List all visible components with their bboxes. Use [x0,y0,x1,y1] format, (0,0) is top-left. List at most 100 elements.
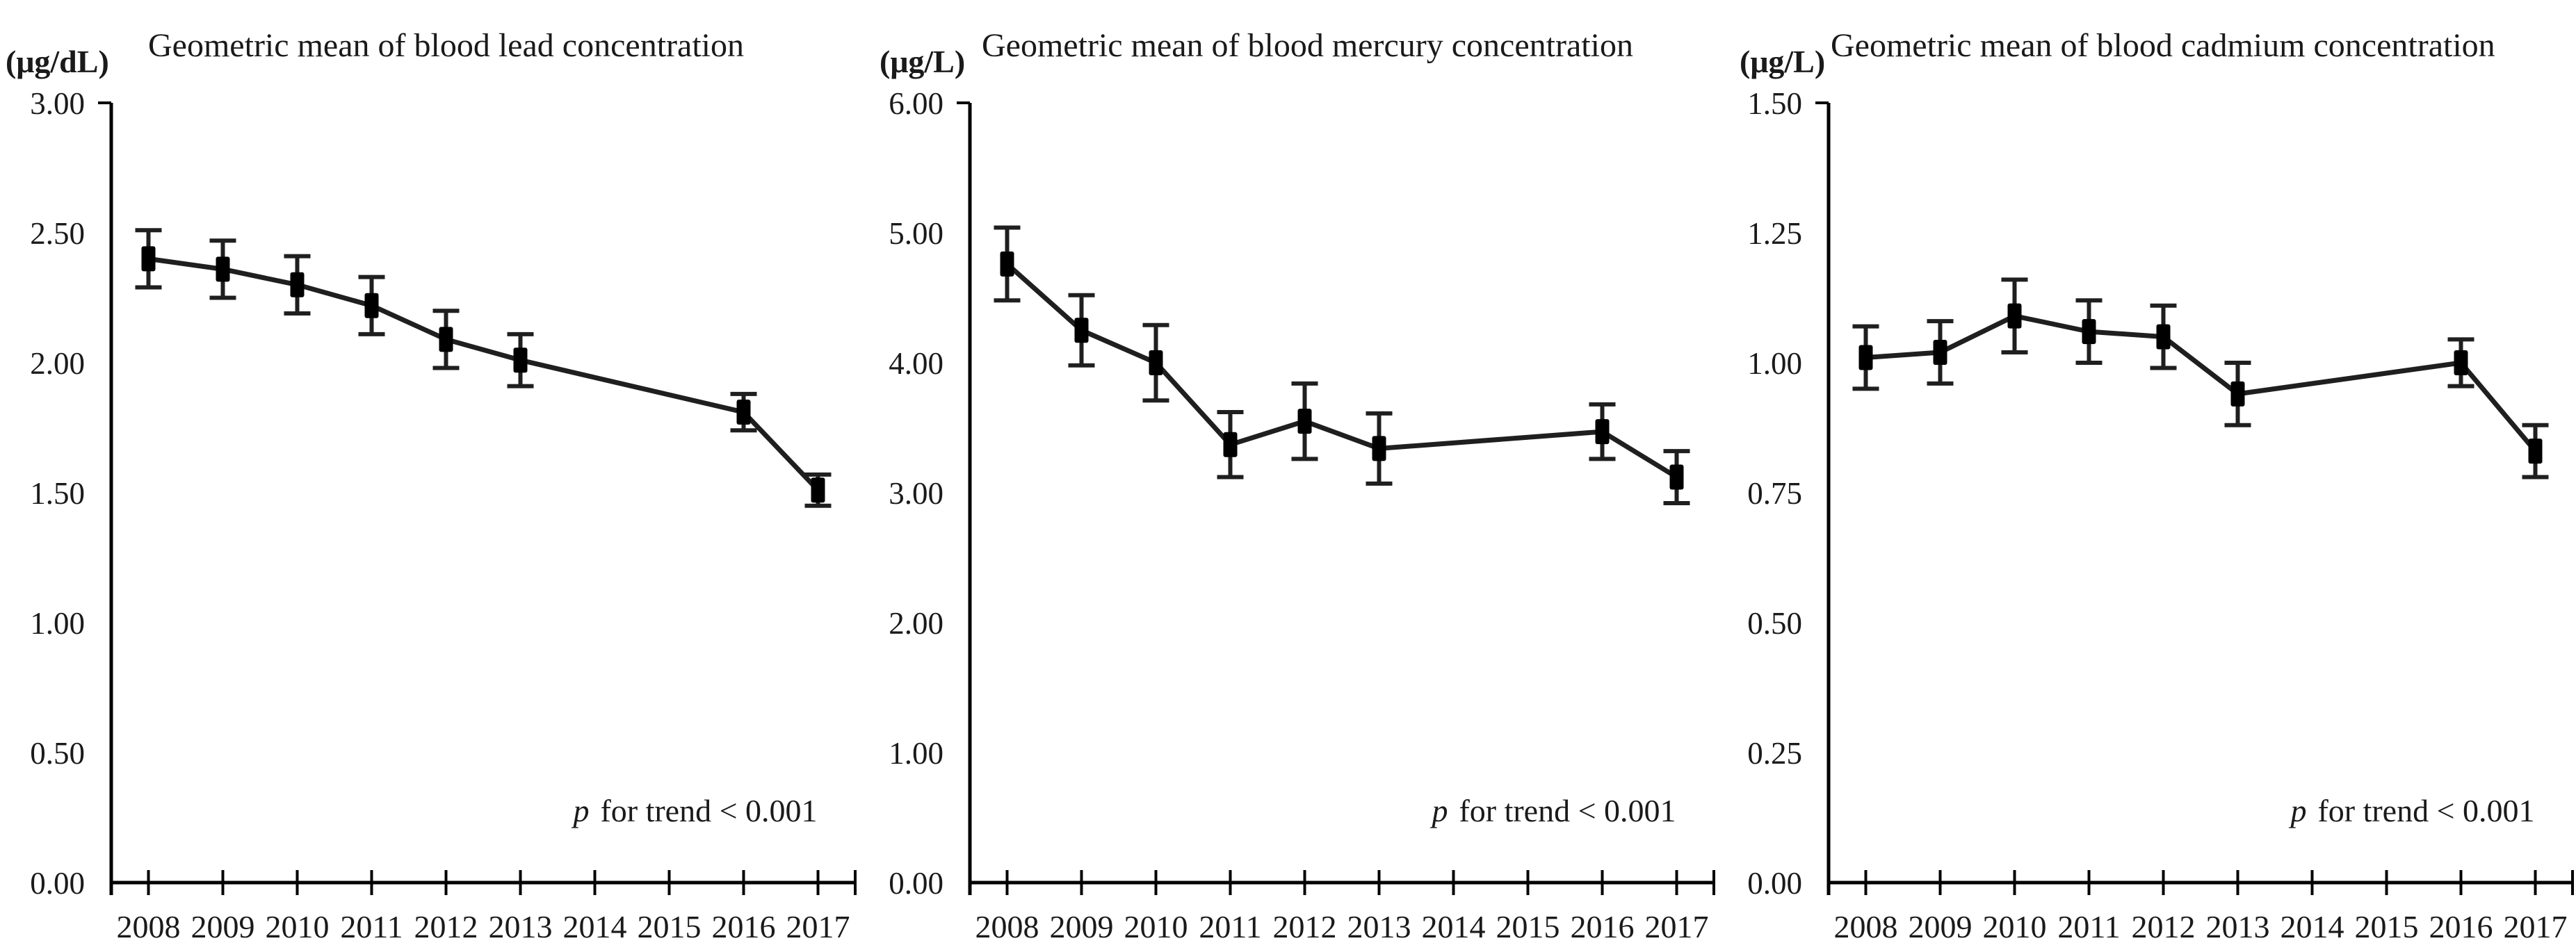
y-tick-label: 3.00 [30,86,85,121]
x-tick-label: 2009 [191,909,255,944]
data-marker [2528,439,2543,464]
series-line [1865,313,2538,453]
x-tick-label: 2012 [1273,909,1337,944]
p-for-trend-annotation: p for trend < 0.001 [1432,792,1676,829]
x-tick-label: 2010 [1124,909,1188,944]
x-tick-label: 2008 [975,909,1039,944]
x-tick-label: 2011 [2057,909,2120,944]
p-symbol: p [1432,793,1448,828]
x-tick-label: 2008 [1834,909,1898,944]
p-for-trend-annotation: p for trend < 0.001 [573,792,817,829]
y-tick-label: 1.50 [30,476,85,511]
y-tick-label: 4.00 [889,346,943,381]
y-tick-label: 2.50 [30,216,85,251]
data-marker [1858,345,1873,370]
x-tick-label: 2011 [340,909,403,944]
p-trend-text: for trend < 0.001 [2317,793,2535,828]
y-tick-label: 0.00 [889,866,943,901]
y-tick-label: 1.50 [1747,86,1802,121]
data-marker [1297,409,1312,434]
y-tick-label: 0.25 [1747,736,1802,771]
y-axis-unit-label: (μg/dL) [6,44,109,79]
x-tick-label: 2010 [1983,909,2047,944]
x-tick-label: 2012 [2132,909,2196,944]
x-tick-label: 2014 [1422,909,1486,944]
data-marker [2156,324,2171,350]
y-tick-label: 0.00 [1747,866,1802,901]
data-marker [364,293,379,318]
y-tick-label: 0.50 [1747,606,1802,641]
chart-title: Geometric mean of blood mercury concentr… [982,27,1633,64]
chart-title: Geometric mean of blood cadmium concentr… [1831,27,2495,64]
y-tick-label: 1.00 [1747,346,1802,381]
x-tick-label: 2015 [2355,909,2419,944]
y-tick-label: 2.00 [30,346,85,381]
data-marker [811,477,825,503]
chart-title: Geometric mean of blood lead concentrati… [148,27,744,64]
x-tick-label: 2011 [1199,909,1261,944]
data-marker [290,272,305,297]
data-marker [736,400,751,425]
x-tick-label: 2013 [1347,909,1411,944]
data-marker [2007,303,2022,329]
x-tick-label: 2016 [712,909,776,944]
p-symbol: p [573,793,590,828]
y-tick-label: 0.00 [30,866,85,901]
data-marker [1149,350,1163,375]
x-tick-label: 2008 [117,909,181,944]
data-marker [1933,340,1947,366]
cadmium-chart: 1.50 1.25 1.00 0.75 0.50 0.25 0.00 2008 2009 2010… [1747,86,2574,944]
x-tick-label: 2015 [638,909,702,944]
y-axis-unit-label: (μg/L) [1740,44,1826,79]
mercury-chart: 6.00 5.00 4.00 3.00 2.00 1.00 0.00 2008 2009 2010… [889,86,1715,944]
data-marker [1372,436,1386,461]
data-marker [141,246,156,272]
x-tick-label: 2016 [1571,909,1635,944]
data-marker [1223,432,1238,457]
data-marker [1595,419,1610,445]
data-marker [2230,381,2245,407]
x-tick-label: 2013 [489,909,553,944]
p-for-trend-annotation: p for trend < 0.001 [2290,792,2534,829]
data-marker [2082,319,2096,345]
lead-chart: 3.00 2.50 2.00 1.50 1.00 0.50 0.00 2008 2009 2010… [30,86,857,944]
x-tick-label: 2015 [1496,909,1560,944]
x-tick-label: 2017 [1645,909,1709,944]
x-tick-label: 2014 [563,909,627,944]
x-tick-label: 2012 [414,909,478,944]
data-marker [513,347,528,373]
p-symbol: p [2290,793,2307,828]
mercury-panel: 6.00 5.00 4.00 3.00 2.00 1.00 0.00 2008 2009 2010… [859,0,1717,950]
y-tick-label: 3.00 [889,476,943,511]
y-tick-label: 0.50 [30,736,85,771]
p-trend-text: for trend < 0.001 [600,793,818,828]
p-trend-text: for trend < 0.001 [1459,793,1676,828]
x-tick-label: 2017 [786,909,850,944]
y-tick-label: 1.00 [30,606,85,641]
x-tick-label: 2013 [2206,909,2270,944]
x-tick-label: 2014 [2281,909,2344,944]
data-marker [439,327,453,352]
data-marker [2454,350,2468,375]
data-marker [216,256,230,282]
x-tick-label: 2017 [2504,909,2568,944]
x-tick-label: 2009 [1050,909,1114,944]
data-marker [1000,251,1014,277]
series-line [148,256,820,492]
lead-panel: 3.00 2.50 2.00 1.50 1.00 0.50 0.00 2008 2009 2010… [0,0,859,950]
y-tick-label: 1.00 [889,736,943,771]
x-tick-label: 2010 [266,909,330,944]
series-line [1005,262,1678,480]
y-tick-label: 1.25 [1747,216,1802,251]
y-tick-label: 5.00 [889,216,943,251]
y-tick-label: 6.00 [889,86,943,121]
cadmium-panel: 1.50 1.25 1.00 0.75 0.50 0.25 0.00 2008 2009 2010… [1717,0,2576,950]
data-marker [1669,464,1684,490]
y-tick-label: 2.00 [889,606,943,641]
y-axis-unit-label: (μg/L) [880,44,966,79]
data-marker [1074,318,1089,343]
x-tick-label: 2016 [2429,909,2493,944]
x-tick-label: 2009 [1909,909,1972,944]
y-tick-label: 0.75 [1747,476,1802,511]
